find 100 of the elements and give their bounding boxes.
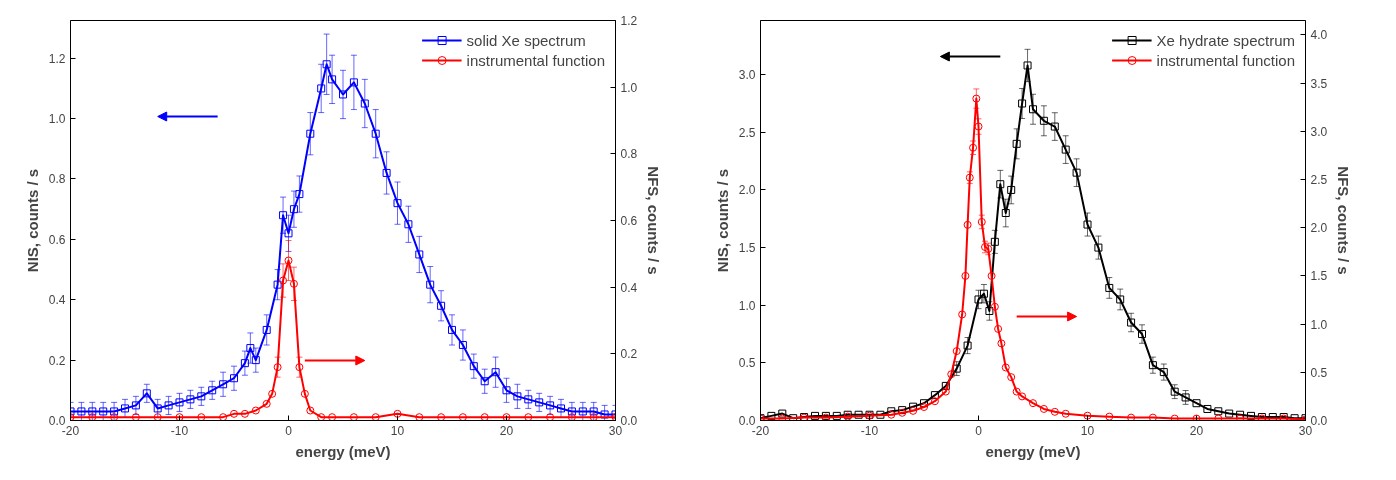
point [88, 407, 97, 416]
point [952, 364, 961, 373]
y2-tick-label: 0.5 [1310, 365, 1328, 380]
point [219, 380, 228, 389]
y-tick-label: 0.0 [738, 414, 756, 428]
point [1012, 387, 1021, 396]
point [458, 413, 467, 421]
point [1236, 414, 1245, 421]
point [197, 413, 206, 421]
point [88, 413, 97, 421]
legend-label: instrumental function [1156, 51, 1295, 69]
point [930, 397, 939, 406]
point [876, 410, 885, 419]
point [317, 84, 326, 93]
point [502, 413, 511, 421]
point [947, 370, 956, 379]
point [930, 391, 939, 400]
point [1225, 409, 1234, 418]
point [985, 306, 994, 315]
point [941, 381, 950, 390]
x-axis-title: energy (meV) [985, 442, 1081, 460]
point [778, 414, 787, 421]
point [153, 404, 162, 413]
y2-tick-label: 2.5 [1310, 173, 1328, 188]
point [778, 409, 787, 418]
point [415, 413, 424, 421]
point [393, 409, 402, 418]
point [767, 411, 776, 420]
point [1116, 295, 1125, 304]
point [1007, 373, 1016, 382]
point [557, 404, 565, 413]
y2-tick-label: 0.0 [620, 414, 638, 428]
point [1050, 407, 1059, 416]
point [1247, 411, 1255, 420]
point [480, 377, 489, 386]
point [984, 244, 993, 253]
point [1050, 122, 1059, 131]
point [339, 90, 347, 99]
point [77, 407, 86, 416]
point [426, 280, 435, 289]
point [990, 237, 999, 246]
point [448, 325, 456, 334]
point [1159, 368, 1168, 377]
point [131, 401, 140, 410]
point [121, 404, 129, 413]
y2-tick-label: 0.2 [620, 347, 638, 362]
x-tick-label: 10 [1080, 423, 1095, 438]
point [909, 406, 918, 415]
point [1127, 413, 1136, 421]
y-tick-label: 0.8 [48, 172, 66, 187]
y-tick-label: 1.0 [48, 112, 66, 127]
y-tick-label: 1.0 [738, 298, 756, 313]
point [1127, 318, 1136, 327]
y2-tick-label: 4.0 [1310, 28, 1328, 43]
point [952, 347, 961, 356]
legend-label: solid Xe spectrum [466, 31, 586, 49]
y2-tick-label: 1.0 [620, 80, 638, 95]
x-tick-label: 20 [499, 423, 514, 438]
point [289, 279, 298, 288]
point [1029, 399, 1037, 408]
point [972, 94, 981, 103]
point [997, 339, 1006, 348]
point [1007, 185, 1016, 194]
point [1039, 116, 1048, 125]
point [974, 122, 983, 131]
point [164, 401, 173, 410]
y2-tick-label: 3.0 [1310, 124, 1328, 139]
x-tick-label: -10 [170, 423, 189, 438]
point [317, 413, 326, 421]
y-tick-label: 2.5 [738, 125, 756, 140]
point [789, 414, 798, 421]
y-tick-label: 0.5 [738, 356, 756, 371]
point [1023, 61, 1032, 70]
point [1148, 361, 1157, 370]
point [469, 362, 478, 371]
point [491, 368, 500, 377]
point [1203, 404, 1212, 413]
point [186, 395, 195, 404]
y-tick-label: 1.2 [48, 51, 66, 66]
point [306, 129, 315, 138]
y2-tick-label: 0.0 [1310, 414, 1328, 428]
point [110, 407, 119, 416]
point [979, 289, 988, 298]
y-tick-label: 0.2 [48, 353, 66, 368]
point [197, 392, 206, 401]
x-axis-title: energy (meV) [295, 442, 391, 460]
point [306, 406, 315, 415]
x-tick-label: 20 [1189, 423, 1204, 438]
y2-axis-title: NFS, counts / s [645, 166, 663, 275]
y-tick-label: 2.0 [738, 183, 756, 198]
point [437, 301, 446, 310]
point [208, 386, 217, 395]
point [415, 250, 424, 259]
point [349, 413, 358, 421]
point [1083, 411, 1092, 420]
y2-tick-label: 1.5 [1310, 269, 1328, 284]
point [349, 78, 358, 87]
point [567, 407, 576, 416]
y2-tick-label: 3.5 [1310, 76, 1328, 91]
y2-tick-label: 2.0 [1310, 221, 1328, 236]
